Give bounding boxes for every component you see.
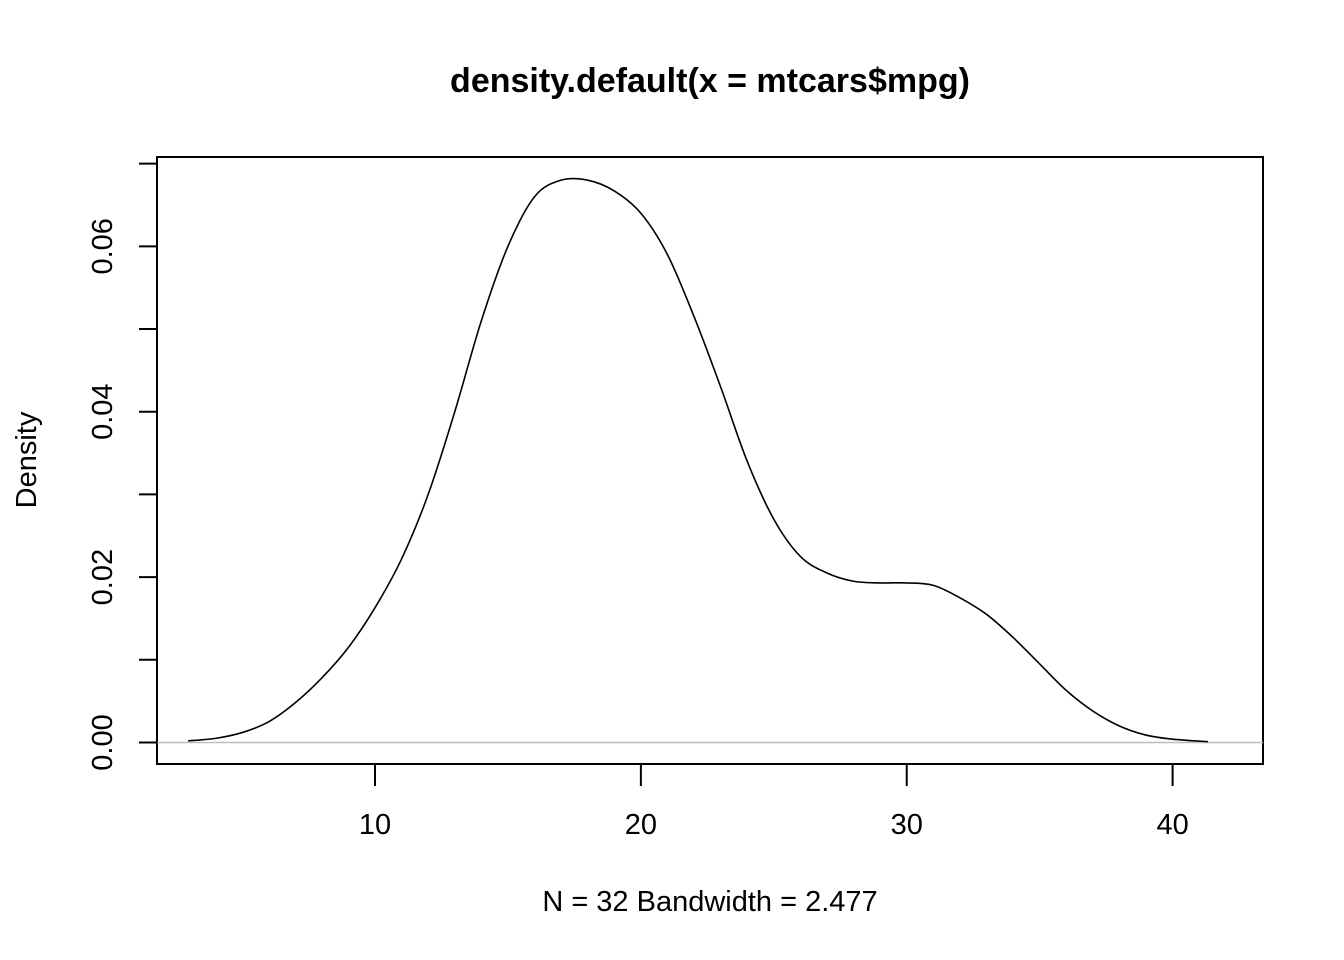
y-axis: 0.00 0.02 0.04 0.06 [87,162,158,771]
x-axis: 10 20 30 40 [359,763,1189,841]
y-axis-title: Density [11,411,43,508]
chart-title: density.default(x = mtcars$mpg) [450,62,970,100]
x-tick-label: 10 [359,809,391,841]
density-curve [188,177,1209,743]
x-tick-label: 30 [891,809,923,841]
x-tick-label: 20 [625,809,657,841]
y-tick-label: 0.02 [87,549,119,605]
y-tick-label: 0.06 [87,218,119,274]
x-tick-label: 40 [1156,809,1188,841]
y-tick-label: 0.04 [87,383,119,439]
x-axis-title: N = 32 Bandwidth = 2.477 [542,886,877,918]
y-tick-label: 0.00 [87,714,119,770]
plot-box [156,156,1264,765]
plot-area [157,177,1263,744]
